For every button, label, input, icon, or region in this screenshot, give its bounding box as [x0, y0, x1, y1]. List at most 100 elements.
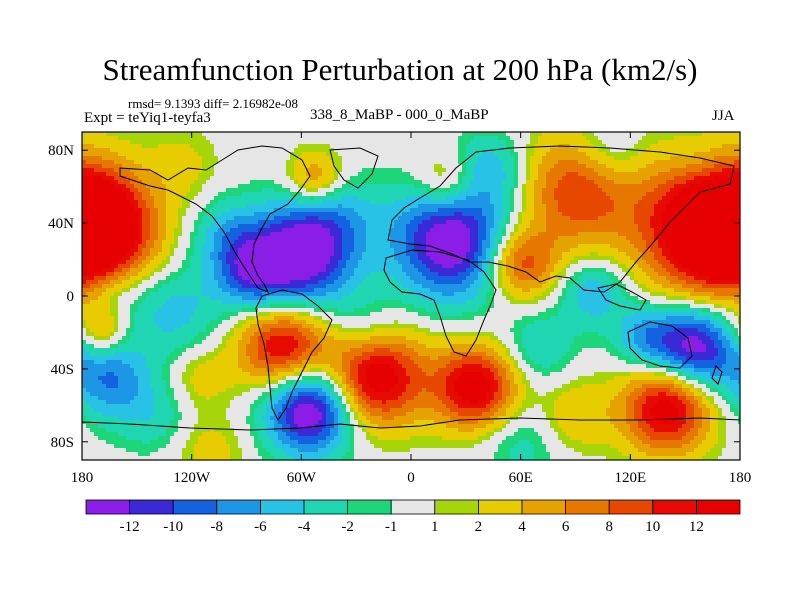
contour-cell — [154, 192, 159, 197]
contour-cell — [662, 196, 667, 201]
contour-cell — [626, 188, 631, 193]
contour-cell — [510, 228, 515, 233]
contour-cell — [378, 204, 383, 209]
contour-cell — [82, 208, 87, 213]
contour-cell — [442, 172, 447, 177]
contour-cell — [550, 164, 555, 169]
contour-cell — [330, 172, 335, 177]
contour-cell — [474, 160, 479, 165]
contour-cell — [558, 232, 563, 237]
contour-cell — [614, 212, 619, 217]
contour-cell — [266, 216, 271, 221]
contour-cell — [310, 144, 315, 149]
contour-cell — [626, 192, 631, 197]
contour-cell — [462, 192, 467, 197]
contour-cell — [678, 204, 683, 209]
contour-cell — [350, 164, 355, 169]
contour-cell — [694, 132, 699, 137]
contour-cell — [578, 168, 583, 173]
contour-cell — [122, 156, 127, 161]
contour-cell — [438, 196, 443, 201]
contour-cell — [394, 248, 399, 253]
contour-cell — [138, 164, 143, 169]
contour-cell — [514, 192, 519, 197]
contour-cell — [338, 184, 343, 189]
contour-cell — [322, 164, 327, 169]
contour-cell — [122, 232, 127, 237]
contour-cell — [678, 200, 683, 205]
contour-cell — [618, 160, 623, 165]
contour-cell — [482, 244, 487, 249]
contour-cell — [734, 212, 739, 217]
contour-cell — [674, 176, 679, 181]
contour-cell — [154, 224, 159, 229]
contour-cell — [590, 244, 595, 249]
contour-cell — [230, 204, 235, 209]
contour-cell — [294, 176, 299, 181]
contour-cell — [510, 236, 515, 241]
contour-cell — [210, 236, 215, 241]
contour-cell — [370, 244, 375, 249]
contour-cell — [518, 248, 523, 253]
contour-cell — [514, 132, 519, 137]
contour-cell — [106, 236, 111, 241]
contour-cell — [222, 160, 227, 165]
contour-cell — [386, 140, 391, 145]
contour-cell — [554, 236, 559, 241]
contour-cell — [358, 176, 363, 181]
contour-cell — [114, 248, 119, 253]
contour-cell — [234, 232, 239, 237]
contour-cell — [366, 232, 371, 237]
contour-cell — [246, 236, 251, 241]
contour-cell — [506, 236, 511, 241]
contour-cell — [646, 172, 651, 177]
contour-cell — [234, 160, 239, 165]
contour-cell — [470, 132, 475, 137]
contour-cell — [482, 172, 487, 177]
contour-cell — [462, 200, 467, 205]
contour-cell — [490, 220, 495, 225]
contour-cell — [314, 188, 319, 193]
contour-cell — [146, 156, 151, 161]
contour-cell — [174, 188, 179, 193]
contour-cell — [602, 236, 607, 241]
contour-cell — [294, 244, 299, 249]
contour-cell — [642, 156, 647, 161]
contour-cell — [314, 212, 319, 217]
contour-cell — [354, 228, 359, 233]
contour-cell — [402, 184, 407, 189]
contour-cell — [278, 204, 283, 209]
contour-cell — [326, 216, 331, 221]
contour-cell — [638, 136, 643, 141]
contour-cell — [134, 156, 139, 161]
contour-cell — [550, 208, 555, 213]
contour-cell — [382, 140, 387, 145]
contour-cell — [326, 140, 331, 145]
contour-cell — [322, 236, 327, 241]
contour-cell — [494, 244, 499, 249]
contour-cell — [226, 200, 231, 205]
contour-cell — [426, 208, 431, 213]
contour-cell — [734, 244, 739, 249]
contour-cell — [306, 132, 311, 137]
contour-cell — [730, 232, 735, 237]
contour-cell — [602, 148, 607, 153]
contour-cell — [618, 140, 623, 145]
contour-cell — [174, 180, 179, 185]
contour-cell — [586, 232, 591, 237]
contour-cell — [402, 172, 407, 177]
contour-cell — [282, 148, 287, 153]
contour-cell — [570, 224, 575, 229]
contour-cell — [414, 188, 419, 193]
contour-cell — [178, 236, 183, 241]
contour-cell — [682, 200, 687, 205]
contour-cell — [174, 140, 179, 145]
contour-cell — [210, 156, 215, 161]
contour-cell — [358, 140, 363, 145]
contour-cell — [638, 144, 643, 149]
contour-cell — [718, 212, 723, 217]
contour-cell — [166, 140, 171, 145]
contour-cell — [446, 184, 451, 189]
contour-cell — [330, 244, 335, 249]
contour-cell — [178, 216, 183, 221]
